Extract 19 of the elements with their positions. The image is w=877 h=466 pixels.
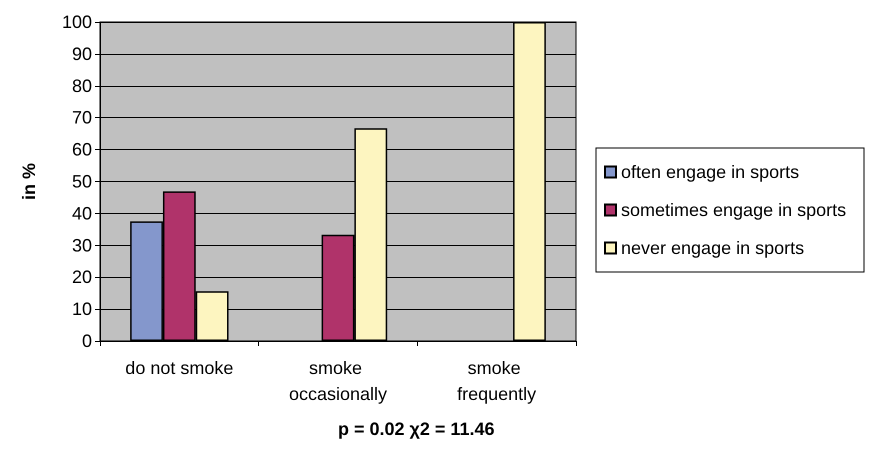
x-tick-label: do not smoke [125,358,234,378]
y-tick-label: 50 [72,172,92,192]
legend-label: never engage in sports [621,238,804,258]
y-tick-label: 80 [72,76,92,96]
y-tick-label: 0 [82,331,92,351]
y-tick-label: 90 [72,44,92,64]
x-tick-label: smoke occasionally [288,358,388,404]
y-tick-label: 40 [72,203,92,224]
y-tick-label: 100 [62,12,92,32]
y-axis-title: in % [19,162,39,200]
y-tick-label: 60 [72,140,92,160]
x-tick-label: smoke frequently [457,358,536,404]
text: p = 0.02 χ2 = 11.46 [338,419,494,439]
legend-label: sometimes engage in sports [621,200,846,220]
y-tick-label: 30 [72,235,92,256]
y-tick-label: 10 [72,299,92,320]
legend-label: often engage in sports [621,162,800,182]
y-tick-label: 70 [72,108,92,128]
y-tick-label: 20 [72,267,92,288]
